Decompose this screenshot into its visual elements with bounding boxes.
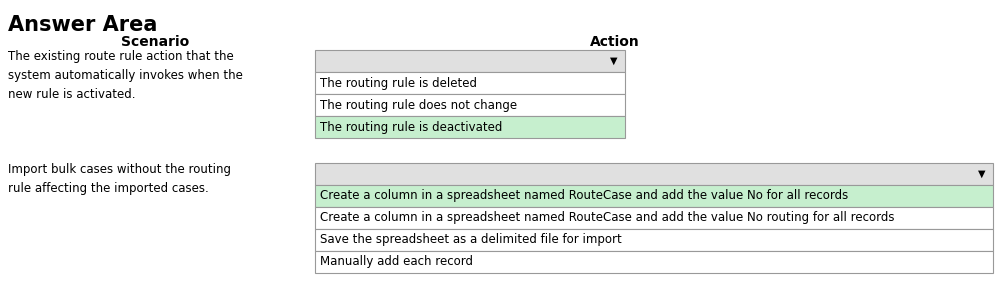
Text: Scenario: Scenario [121,35,189,49]
Text: ▼: ▼ [978,169,985,179]
Text: The routing rule is deactivated: The routing rule is deactivated [320,120,502,134]
Bar [315,72,625,94]
Text: The routing rule is deleted: The routing rule is deleted [320,76,477,89]
Bar [315,163,993,185]
Bar [315,229,993,251]
Bar [315,116,625,138]
Bar [315,185,993,207]
Text: Create a column in a spreadsheet named RouteCase and add the value No routing fo: Create a column in a spreadsheet named R… [320,212,895,224]
Text: Create a column in a spreadsheet named RouteCase and add the value No for all re: Create a column in a spreadsheet named R… [320,190,848,202]
Text: Manually add each record: Manually add each record [320,255,473,268]
Text: ▼: ▼ [610,56,617,66]
Bar [315,207,993,229]
Text: Answer Area: Answer Area [8,15,157,35]
Bar [315,50,625,72]
Text: Action: Action [590,35,640,49]
Bar [315,94,625,116]
Text: Import bulk cases without the routing
rule affecting the imported cases.: Import bulk cases without the routing ru… [8,163,231,195]
Text: Save the spreadsheet as a delimited file for import: Save the spreadsheet as a delimited file… [320,234,622,246]
Text: The existing route rule action that the
system automatically invokes when the
ne: The existing route rule action that the … [8,50,243,101]
Text: The routing rule does not change: The routing rule does not change [320,98,517,112]
Bar [315,251,993,273]
